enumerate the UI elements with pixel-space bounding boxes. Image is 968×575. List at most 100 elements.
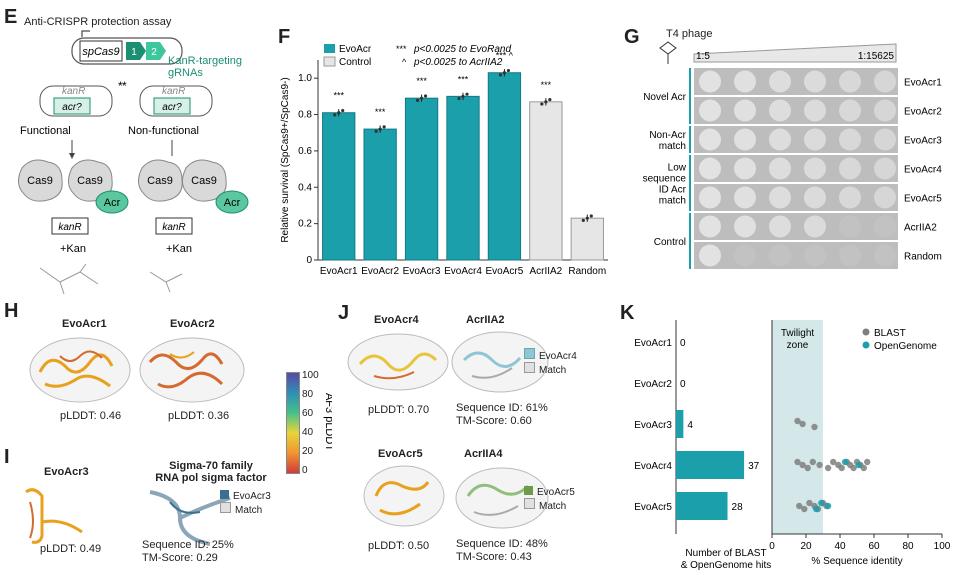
grna2-label: 2 <box>151 47 157 58</box>
k-cat-EvoAcr3: EvoAcr3 <box>634 420 672 431</box>
nonfunctional-label: Non-functional <box>128 125 199 137</box>
k-point-BLAST <box>794 417 801 425</box>
struct-evoacr2 <box>139 337 245 403</box>
j-leg2-match: Match <box>539 501 567 512</box>
acr-label-right: Acr <box>224 197 241 209</box>
g-dil-start: 1:5 <box>696 51 710 62</box>
kanr-right: kanR <box>162 222 185 233</box>
g-row-label-Random: Random <box>904 252 942 263</box>
struct-evoacr4-helix <box>358 352 438 372</box>
j-m1-tm: TM-Score: 0.60 <box>456 415 532 427</box>
struct-sigma70 <box>149 490 231 546</box>
k-xlabel-left-2: & OpenGenome hits <box>681 560 772 571</box>
k-point-BLAST <box>796 502 803 510</box>
f-dot-EvoAcr5 <box>506 68 511 73</box>
j-s2-plddt: pLDDT: 0.50 <box>368 540 430 552</box>
cas9-label-3: Cas9 <box>147 175 173 187</box>
f-ytick-label: 0.4 <box>298 182 312 193</box>
f-bar-EvoAcr3 <box>404 97 439 261</box>
struct-evoacr1-helix <box>38 353 114 388</box>
k-twilight-label-1: Twilight <box>781 328 815 339</box>
j-m2-tm: TM-Score: 0.43 <box>456 551 532 563</box>
k-bar-label-EvoAcr1: 0 <box>680 338 686 349</box>
g-spot <box>839 157 861 180</box>
targeting-label-1: KanR-targeting <box>168 55 242 67</box>
g-spot <box>769 186 791 209</box>
f-legend-ctrl-swatch <box>323 56 336 67</box>
g-spot <box>734 215 756 238</box>
g-spot <box>804 244 826 267</box>
k-cat-EvoAcr2: EvoAcr2 <box>634 379 672 390</box>
g-group-label: ID Acr <box>659 185 687 196</box>
k-point-BLAST <box>816 461 823 469</box>
f-bar-EvoAcr1 <box>322 112 356 261</box>
promoter-arrow <box>81 30 90 37</box>
panel-g-title: T4 phage <box>666 28 713 40</box>
g-row-label-EvoAcr5: EvoAcr5 <box>904 194 942 205</box>
f-bar-Random <box>570 217 604 261</box>
j-m1-seqid: Sequence ID: 61% <box>456 402 548 414</box>
j-m2-seqid: Sequence ID: 48% <box>456 538 548 550</box>
j-s2-name: EvoAcr5 <box>378 448 423 460</box>
star-left: * <box>122 79 127 93</box>
k-xtick-80: 80 <box>902 541 914 552</box>
grna2 <box>146 42 166 60</box>
f-ytick-label: 0.8 <box>298 110 312 121</box>
acr-label-left: Acr <box>104 197 121 209</box>
g-spot <box>804 99 826 122</box>
panel-f-chart: 0 0.2 0.4 0.6 0.8 1.0 Relative survival (SpCas… <box>280 44 608 277</box>
cas9-label-2: Cas9 <box>77 175 103 187</box>
i-legend-match: Match <box>235 505 263 516</box>
k-point-OpenGenome <box>855 461 862 469</box>
f-note1-sym: *** <box>396 44 407 54</box>
k-point-BLAST <box>864 458 871 466</box>
g-spot <box>874 157 896 180</box>
k-xtick-60: 60 <box>868 541 880 552</box>
spcas9-label: spCas9 <box>82 46 119 58</box>
struct-evoacr1-loop <box>59 350 103 362</box>
k-xtick-100: 100 <box>934 541 951 552</box>
colorbar-label-svg: AF3 pLDDT <box>323 393 332 451</box>
struct-evoacr2-helix <box>148 352 224 389</box>
g-spot <box>734 157 756 180</box>
f-dot-AcrIIA2 <box>544 100 548 104</box>
f-dot-Random <box>585 216 589 220</box>
f-legend-ctrl: Control <box>339 57 371 68</box>
k-point-BLAST <box>806 499 813 507</box>
g-group-label: sequence <box>643 174 687 185</box>
struct-evoacr4-loop <box>373 371 415 380</box>
k-point-BLAST <box>830 458 837 466</box>
k-legend-og: OpenGenome <box>874 341 937 352</box>
j-legend-2: EvoAcr5 Match <box>524 486 575 512</box>
k-point-OpenGenome <box>824 502 832 510</box>
panel-f-letter: F <box>278 26 291 48</box>
panel-h-letter: H <box>4 300 19 322</box>
targeting-label-2: gRNAs <box>168 67 203 79</box>
k-point-BLAST <box>804 464 811 472</box>
cas9-label-4: Cas9 <box>191 175 217 187</box>
panel-e-letter: E <box>4 6 18 28</box>
f-note1: p<0.0025 to EvoRand <box>413 44 511 55</box>
struct-evoacr2-loop <box>169 351 195 359</box>
f-annot-AcrIIA2: *** <box>541 80 552 90</box>
g-spot <box>804 70 826 93</box>
g-group-label: match <box>659 196 686 207</box>
h-s2-name: EvoAcr2 <box>170 318 215 330</box>
g-spot <box>804 215 826 238</box>
g-spot <box>874 244 896 267</box>
kanr-gene-left <box>51 217 89 235</box>
f-annot-EvoAcr3: *** <box>416 76 427 86</box>
j-m2-name: AcrIIA4 <box>464 448 503 460</box>
acr-blob-left <box>95 190 129 214</box>
g-group-label: Non-Acr <box>649 130 686 141</box>
k-point-OpenGenome <box>813 505 820 513</box>
k-bar-EvoAcr5 <box>676 492 728 520</box>
left-plasmid <box>39 85 113 117</box>
k-point-BLAST <box>809 458 816 466</box>
struct-acriia2-match <box>471 367 513 379</box>
j-leg1-query: EvoAcr4 <box>539 351 577 362</box>
struct-acriia4-query <box>466 483 530 497</box>
g-spot <box>769 99 791 122</box>
functional-label: Functional <box>20 125 71 137</box>
kanr-left-top: kanR <box>62 86 85 97</box>
